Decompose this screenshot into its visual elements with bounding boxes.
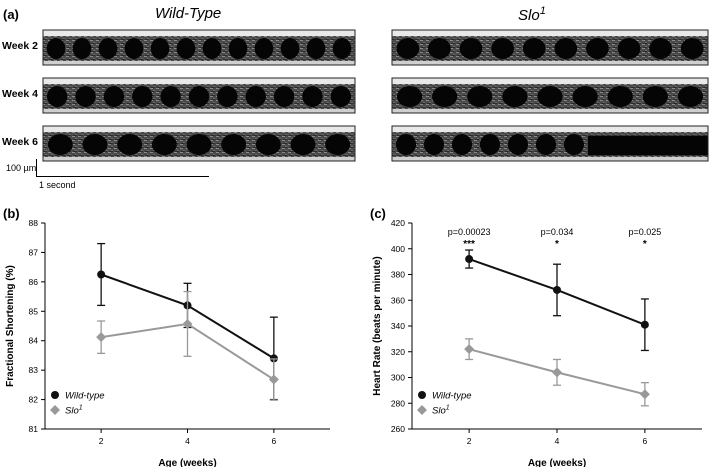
chart-c-legend-slo1-marker (417, 405, 427, 415)
chart-c-x-tick-label: 2 (467, 436, 472, 446)
panel-label-c: (c) (370, 206, 386, 221)
scale-horizontal-label: 1 second (39, 180, 76, 190)
chart-b-series-slo1-point (96, 332, 107, 343)
chart-c-y-tick-label: 380 (391, 270, 405, 280)
chart-b-y-tick-label: 83 (29, 365, 39, 375)
chart-b-x-tick-label: 2 (99, 436, 104, 446)
chart-c-series-wild-type-point (553, 285, 561, 294)
chart-b: 81 82 83 84 85 86 87 88 2 4 6 Age (weeks) Fractional… (5, 218, 330, 467)
chart-c-legend-slo1-label: Slo1 (432, 405, 450, 417)
chart-c-y-tick-label: 260 (391, 424, 405, 434)
echo-strip-slo1-week6 (391, 125, 709, 162)
chart-b-y-tick-label: 81 (29, 424, 39, 434)
panel-label-a: (a) (3, 7, 19, 22)
chart-c-x-tick-label: 4 (555, 436, 560, 446)
week-label-4: Week 4 (2, 88, 38, 100)
group-title-slo1: Slo1 (518, 5, 546, 24)
chart-c-series-wild-type-point (465, 255, 474, 264)
echo-strip-slo1-week4 (391, 77, 709, 114)
echo-strip-wt-week2 (42, 29, 356, 66)
chart-b-series-slo1-point (182, 318, 193, 329)
chart-c-legend-wild-type-marker (418, 391, 426, 399)
chart-b-y-tick-label: 87 (29, 247, 39, 257)
chart-c-y-tick-label: 320 (391, 347, 405, 357)
chart-c-annotation-stars: * (555, 239, 559, 250)
chart-c-x-axis-label: Age (weeks) (528, 458, 586, 467)
chart-c-series-slo1-point (552, 367, 562, 378)
chart-b-y-tick-label: 88 (29, 218, 39, 228)
echo-strips (42, 29, 709, 162)
week-label-6: Week 6 (2, 136, 38, 148)
chart-c-x-tick-label: 6 (643, 436, 648, 446)
chart-c-annotation-p: p=0.025 (628, 227, 661, 237)
chart-c-y-tick-label: 300 (391, 373, 405, 383)
chart-c-series-wild-type-point (640, 320, 649, 329)
chart-c-annotation-p: p=0.034 (541, 227, 574, 237)
chart-b-x-tick-label: 6 (271, 436, 276, 446)
chart-b-x-tick-label: 4 (185, 436, 190, 446)
chart-c-series-slo1-point (464, 344, 475, 355)
chart-c-y-tick-label: 280 (391, 398, 405, 408)
chart-b-series-wild-type-point (97, 270, 106, 279)
panel-label-b: (b) (3, 206, 20, 221)
scale-vertical-label: 100 µm (6, 163, 37, 173)
chart-c-annotation-p: p=0.00023 (448, 227, 491, 237)
chart-b-y-tick-label: 84 (29, 336, 39, 346)
chart-c-y-tick-label: 340 (391, 321, 405, 331)
group-title-slo1-text: Slo (518, 7, 540, 24)
chart-b-y-axis-label: Fractional Shortening (%) (5, 265, 16, 387)
chart-c-annotation-stars: *** (463, 239, 475, 250)
chart-c-legend-wild-type-label: Wild-type (432, 391, 472, 402)
echo-strip-slo1-week2 (391, 29, 709, 66)
chart-b-series-slo1-point (268, 374, 279, 385)
chart-b-legend-slo1-label: Slo1 (65, 405, 83, 417)
chart-b-y-tick-label: 86 (29, 277, 39, 287)
chart-c-series-slo1-point (639, 389, 650, 400)
chart-c-y-tick-label: 420 (391, 218, 405, 228)
chart-c: 260 280 300 320 340 360 380 400 420 2 4 6 Age (weeks… (372, 218, 702, 467)
chart-c-y-tick-label: 400 (391, 244, 405, 254)
chart-b-legend-wild-type-marker (51, 391, 59, 399)
chart-b-legend-slo1-superscript: 1 (79, 405, 83, 412)
chart-b-legend-slo1-marker (50, 405, 60, 415)
chart-b-x-axis-label: Age (weeks) (158, 458, 216, 467)
chart-c-annotation-stars: * (643, 239, 647, 250)
chart-c-y-tick-label: 360 (391, 295, 405, 305)
week-label-2: Week 2 (2, 40, 38, 52)
echo-strip-wt-week6 (42, 125, 356, 162)
scale-horizontal-bar (36, 176, 209, 177)
chart-b-y-tick-label: 82 (29, 395, 39, 405)
group-title-slo1-superscript: 1 (539, 5, 546, 17)
group-title-wild-type: Wild-Type (155, 5, 222, 22)
chart-c-legend-slo1-superscript: 1 (446, 405, 450, 412)
chart-c-y-axis-label: Heart Rate (beats per minute) (372, 256, 383, 395)
echo-strip-wt-week4 (42, 77, 356, 114)
chart-b-y-tick-label: 85 (29, 306, 39, 316)
chart-b-legend-wild-type-label: Wild-type (65, 391, 105, 402)
scale-vertical-bar (36, 159, 37, 177)
